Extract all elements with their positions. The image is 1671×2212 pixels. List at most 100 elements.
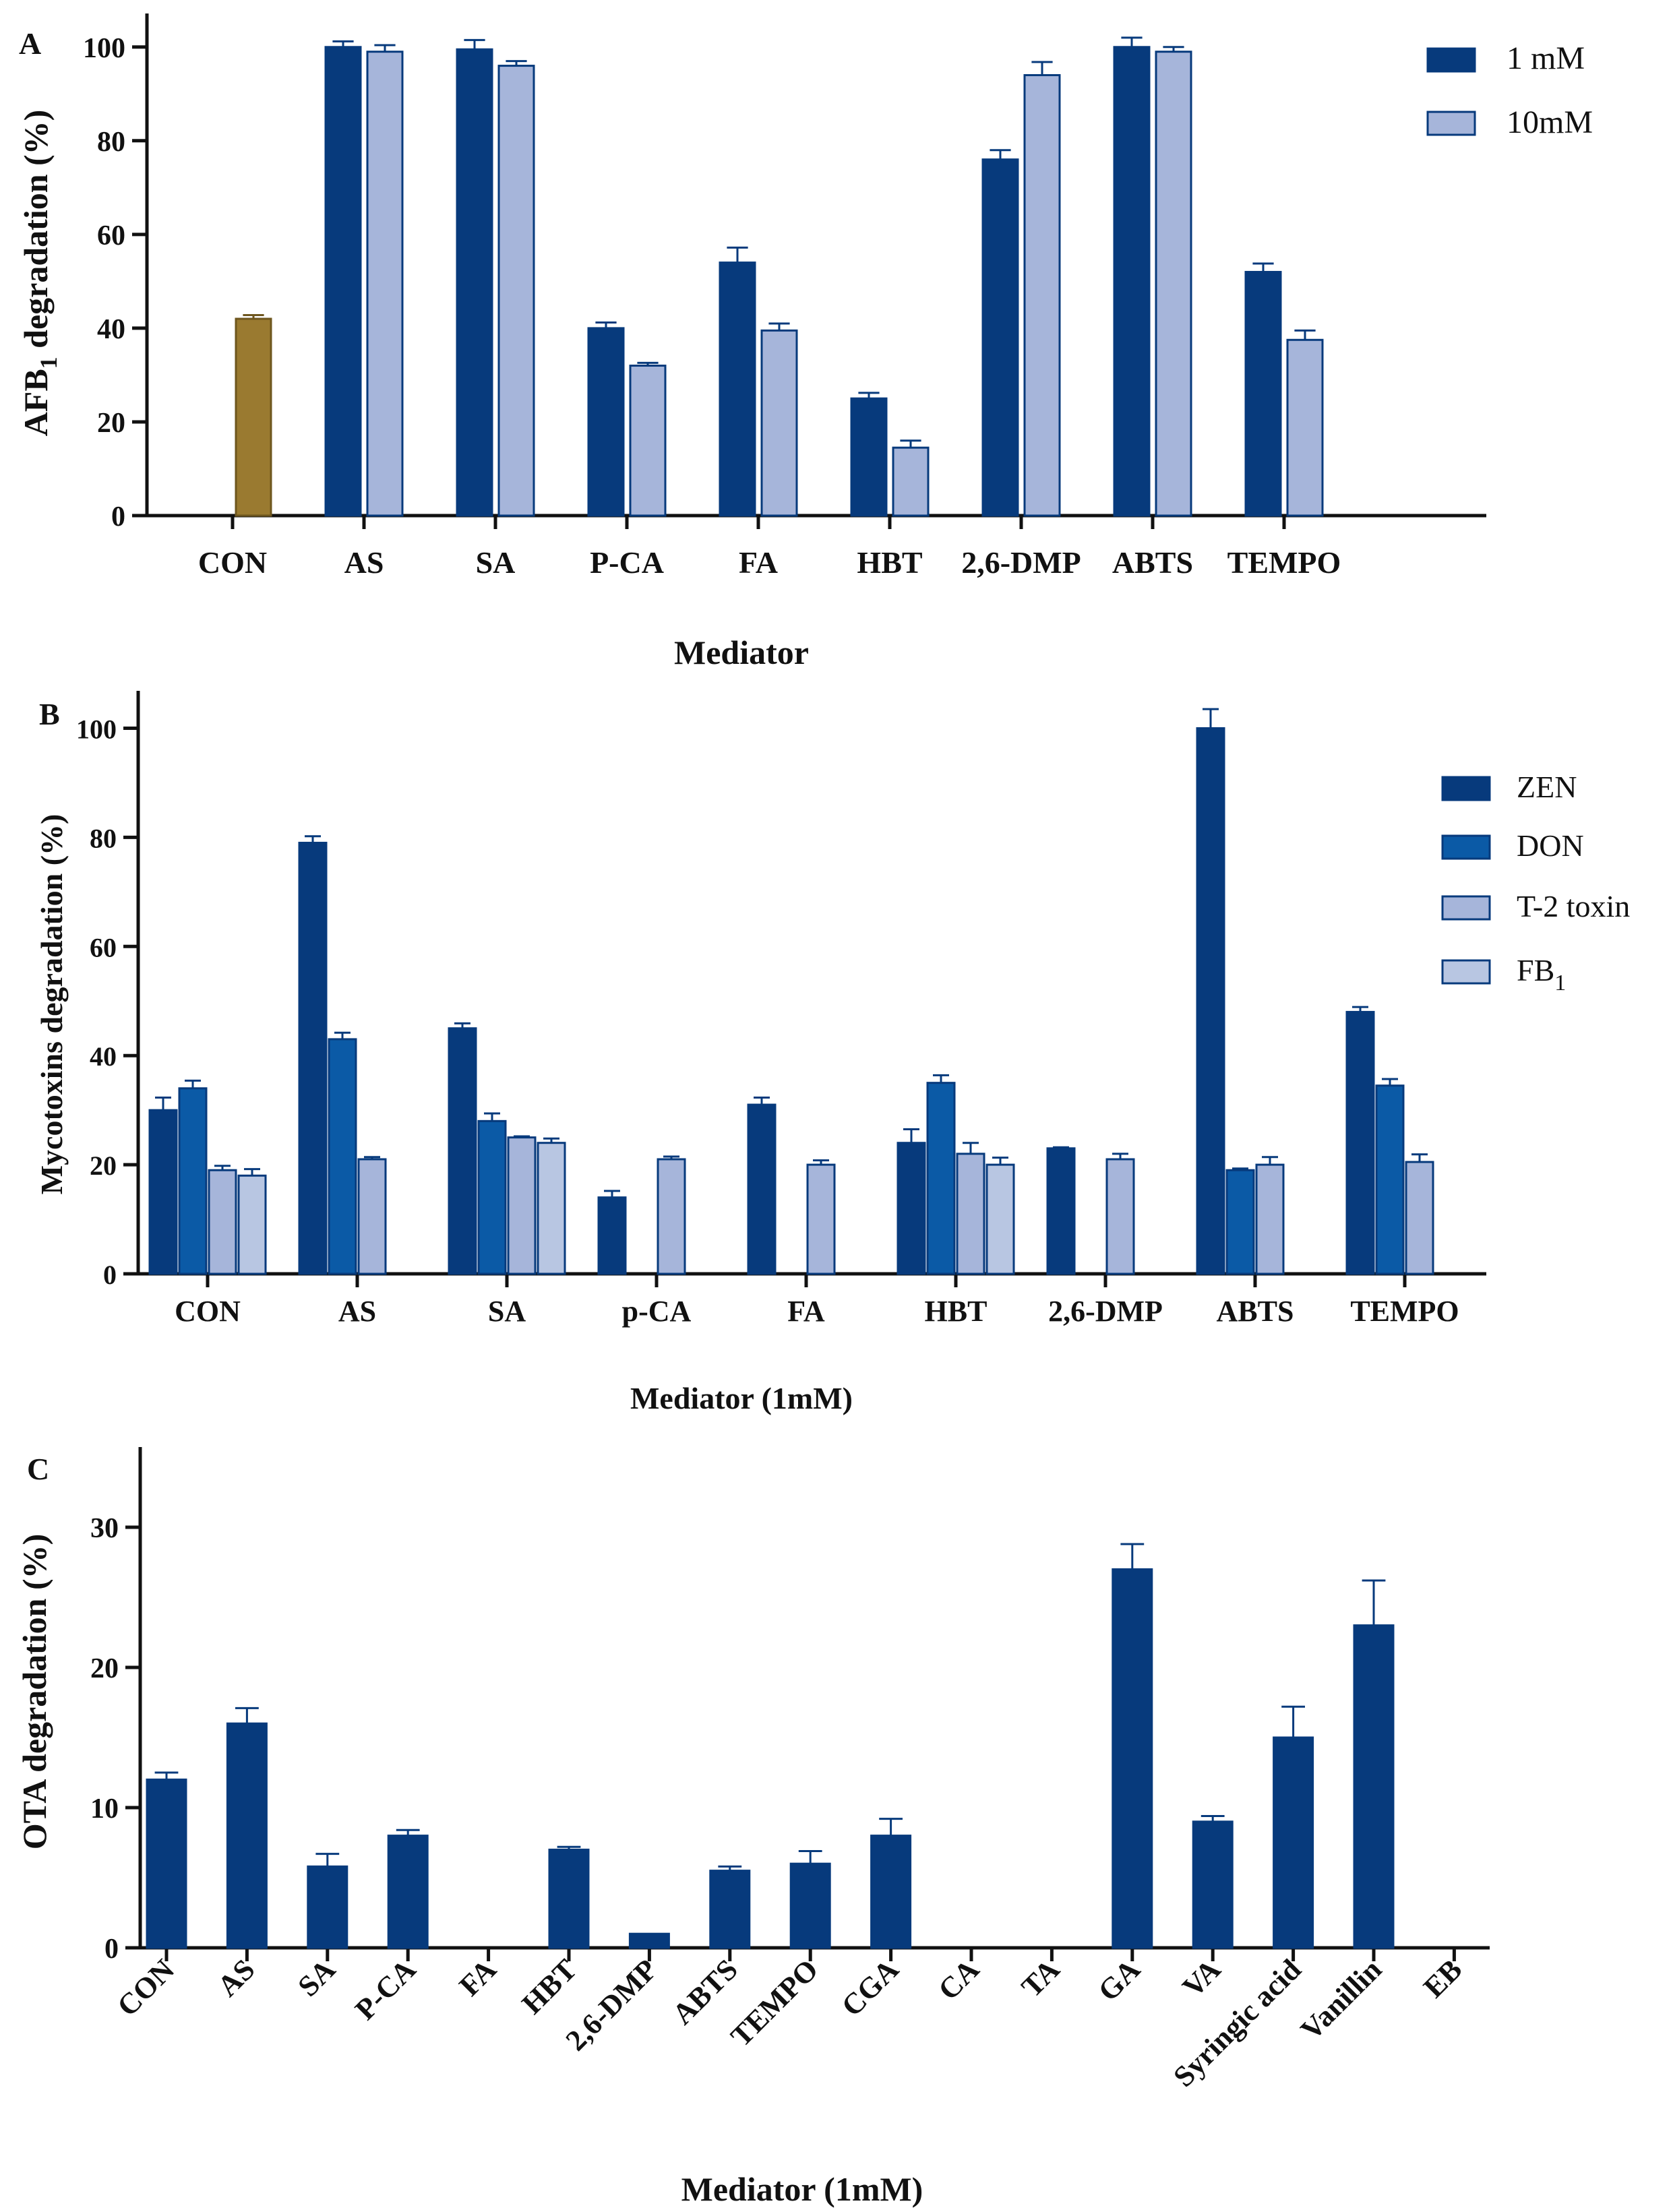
bar-hbt-don <box>926 1082 956 1275</box>
bar-con-zen <box>148 1109 178 1275</box>
legend-swatch-don <box>1441 834 1491 860</box>
y-tick-label: 40 <box>97 314 125 345</box>
bar-sa-zen <box>448 1027 477 1275</box>
x-tick-label: ABTS <box>1217 1295 1294 1328</box>
x-tick-label: SA <box>476 545 516 580</box>
bar-p-ca-ota <box>387 1835 429 1949</box>
panel-b-chart: B Mycotoxins degradation (%) Mediator (1… <box>34 691 1630 1415</box>
x-tick-label: P-CA <box>348 1953 422 2026</box>
legend-swatch-zen <box>1441 776 1491 801</box>
panel-a-plot: 0 20 40 60 80 100 CON AS SA P-CA FA HBT 2,6-DMP ABTS T… <box>83 13 1486 580</box>
legend-swatch-fb1 <box>1441 959 1491 985</box>
bar-as-ota <box>226 1722 268 1949</box>
x-tick-label: HBT <box>516 1953 583 2020</box>
panel-c-ylabel: OTA degradation (%) <box>16 1534 53 1850</box>
legend-swatch-10mm <box>1426 111 1476 136</box>
bar-abts-ota <box>709 1870 751 1949</box>
bar-vanillin-ota <box>1353 1624 1395 1949</box>
x-tick-label: P-CA <box>590 545 664 580</box>
panel-b-plot: 0 20 40 60 80 100 CON AS SA p-CA FA HBT 2,6-DMP ABTS T… <box>76 691 1486 1328</box>
bar-abts-zen <box>1196 727 1225 1275</box>
bar-hbt-10mm <box>892 446 930 517</box>
bar-hbt-fb <box>985 1163 1015 1275</box>
bar-tempo-ota <box>789 1862 831 1949</box>
x-tick-label: SA <box>488 1295 526 1328</box>
bar-con-10mm <box>235 317 272 517</box>
legend-swatch-t2 <box>1441 895 1491 921</box>
panel-c-chart: C OTA degradation (%) Mediator (1mM) 0 10… <box>16 1447 1490 2208</box>
panel-c-xlabel: Mediator (1mM) <box>681 2170 923 2208</box>
x-tick-label: ABTS <box>1112 545 1193 580</box>
legend-label-t2: T-2 toxin <box>1517 889 1630 923</box>
y-tick-label: 100 <box>76 714 117 744</box>
y-tick-label: 10 <box>90 1793 119 1824</box>
x-tick-label: CON <box>198 545 267 580</box>
y-tick-label: 100 <box>83 33 125 64</box>
y-tick-label: 60 <box>97 220 125 251</box>
bar-fa-t-2-toxin <box>806 1163 836 1275</box>
bar-2-6-dmp-1-mm <box>981 158 1019 517</box>
x-tick-label: CGA <box>835 1953 905 2023</box>
legend-label-zen: ZEN <box>1517 770 1577 804</box>
legend-label-fb1: FB1 <box>1517 953 1566 995</box>
bar-hbt-1-mm <box>850 397 888 517</box>
bar-abts-t-2-toxin <box>1255 1163 1285 1275</box>
x-tick-label: AS <box>211 1953 261 2002</box>
y-tick-label: 0 <box>103 1260 117 1290</box>
bar-abts-don <box>1225 1169 1255 1275</box>
bar-2-6-dmp-t-2-toxin <box>1105 1158 1135 1275</box>
y-tick-label: 80 <box>97 127 125 158</box>
bar-tempo-1-mm <box>1244 270 1282 517</box>
bar-sa-1-mm <box>456 48 493 517</box>
bar-syringic-acid-ota <box>1273 1736 1314 1949</box>
panel-a-chart: A AFB1 degradation (%) Mediator 0 20 40 60 8… <box>17 13 1593 671</box>
bar-sa-t-2-toxin <box>507 1136 537 1275</box>
bar-fa-10mm <box>760 329 798 517</box>
x-tick-label: EB <box>1417 1953 1468 2004</box>
bar-2-6-dmp-zen <box>1046 1147 1076 1275</box>
bar-as-don <box>328 1038 357 1275</box>
bar-abts-1-mm <box>1113 46 1151 517</box>
bar-con-fb <box>237 1174 267 1275</box>
legend-swatch-1mm <box>1426 47 1476 73</box>
x-tick-label: AS <box>338 1295 376 1328</box>
x-tick-label: CA <box>932 1953 985 2006</box>
y-tick-label: 0 <box>111 501 125 532</box>
bar-fa-zen <box>747 1103 777 1275</box>
bar-2-6-dmp-10mm <box>1023 73 1061 517</box>
panel-c-letter: C <box>27 1452 49 1486</box>
legend-label-don: DON <box>1517 828 1584 863</box>
panel-b-ylabel: Mycotoxins degradation (%) <box>34 814 69 1195</box>
y-tick-label: 20 <box>97 408 125 439</box>
bar-as-1-mm <box>324 46 362 517</box>
panel-a-ylabel: AFB1 degradation (%) <box>17 110 62 437</box>
bar-con-don <box>178 1087 208 1275</box>
bar-abts-10mm <box>1155 51 1192 517</box>
panel-a-xlabel: Mediator <box>674 634 809 671</box>
bar-sa-ota <box>307 1865 348 1949</box>
x-tick-label: 2,6-DMP <box>1048 1295 1163 1328</box>
x-tick-label: CON <box>111 1953 181 2023</box>
bar-as-t-2-toxin <box>357 1158 387 1275</box>
x-tick-label: TEMPO <box>725 1953 825 2053</box>
x-tick-label: FA <box>787 1295 825 1328</box>
panel-b-legend: ZEN DON T-2 toxin FB1 <box>1441 770 1630 995</box>
bar-con-ota <box>146 1778 187 1949</box>
legend-label-1mm: 1 mM <box>1507 40 1585 76</box>
y-tick-label: 20 <box>90 1653 119 1684</box>
bar-p-ca-t-2-toxin <box>657 1158 686 1275</box>
x-tick-label: FA <box>739 545 778 580</box>
bar-sa-don <box>477 1119 507 1275</box>
y-tick-label: 40 <box>90 1041 117 1072</box>
x-tick-label: TEMPO <box>1227 545 1341 580</box>
panel-b-letter: B <box>39 697 60 731</box>
panel-b-xlabel: Mediator (1mM) <box>630 1381 853 1415</box>
bar-tempo-t-2-toxin <box>1405 1161 1434 1275</box>
x-tick-label: SA <box>291 1953 342 2003</box>
bar-sa-10mm <box>497 65 535 517</box>
bar-hbt-ota <box>548 1848 590 1949</box>
bar-tempo-10mm <box>1286 338 1324 517</box>
bar-hbt-t-2-toxin <box>956 1153 985 1275</box>
